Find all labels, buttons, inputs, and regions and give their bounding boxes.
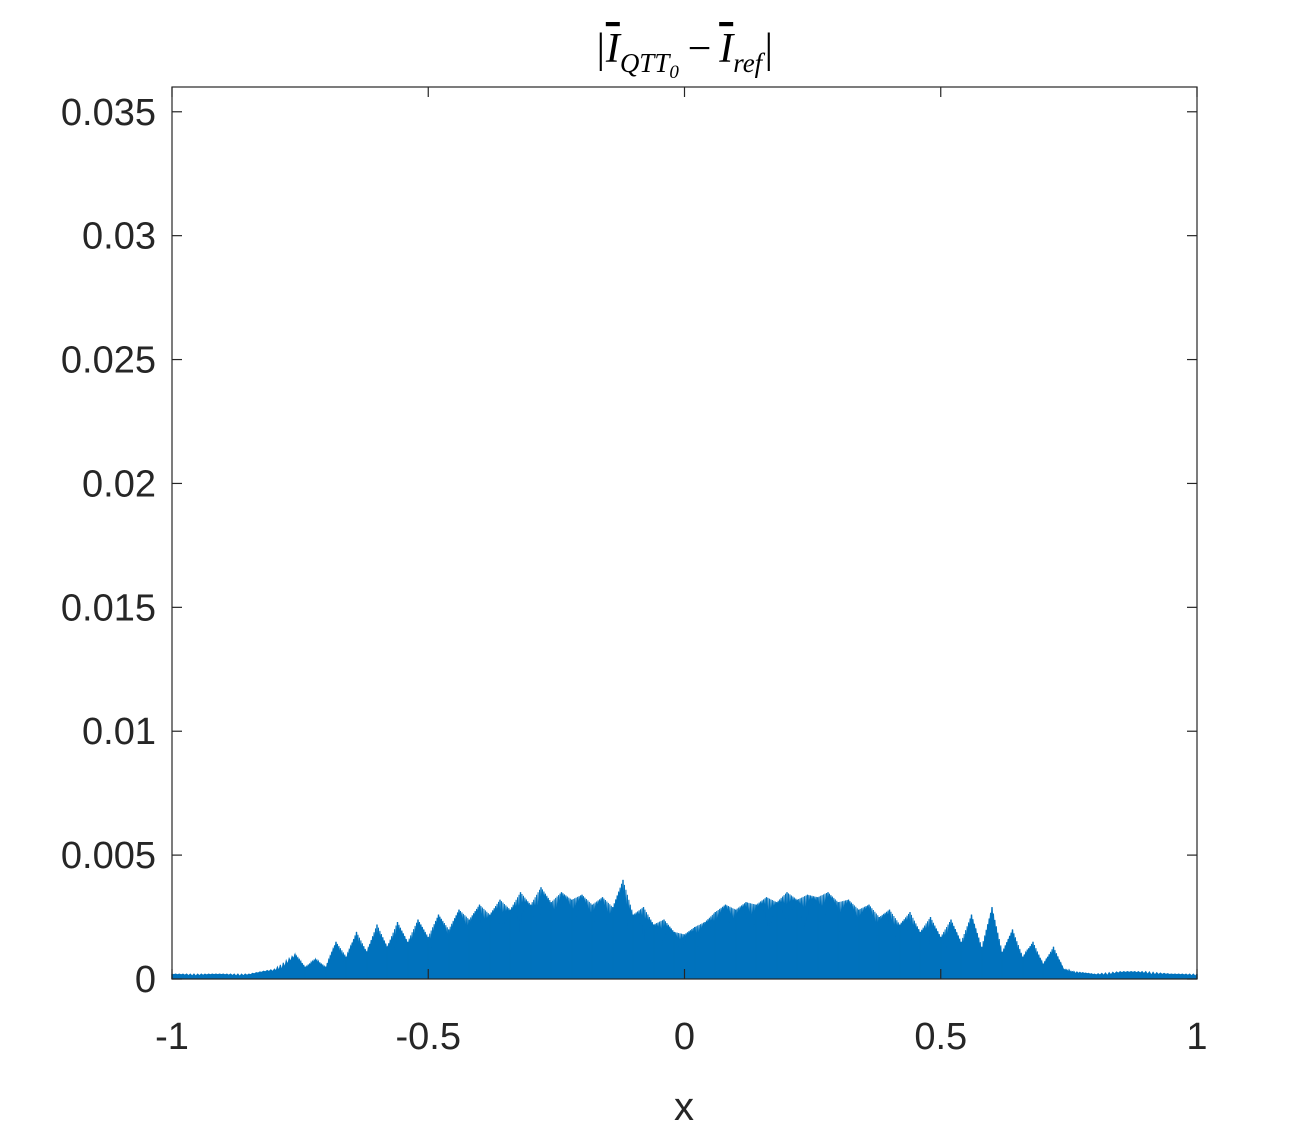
y-tick-label: 0.025 (61, 340, 156, 382)
y-tick-label: 0.03 (82, 216, 156, 258)
chart-title: |IQTT0− Iref| (594, 26, 773, 83)
y-tick-label: 0 (135, 959, 156, 1001)
plot-background (172, 87, 1197, 979)
y-axis-ticks: 0 0.005 0.01 0.015 0.02 0.025 0.03 0.035 (61, 92, 1197, 1001)
x-axis-label: x (674, 1085, 694, 1129)
title-term2-symbol: I (718, 26, 735, 72)
y-tick-label: 0.02 (82, 463, 156, 505)
x-tick-label: -1 (155, 1016, 189, 1058)
title-term1-symbol: I (605, 26, 622, 72)
plot-area (171, 86, 1198, 980)
y-tick-label: 0.035 (61, 92, 156, 134)
x-tick-label: 1 (1186, 1016, 1207, 1058)
x-tick-label: 0 (674, 1016, 695, 1058)
x-tick-label: 0.5 (914, 1016, 967, 1058)
y-tick-label: 0.005 (61, 835, 156, 877)
y-tick-label: 0.01 (82, 711, 156, 753)
y-tick-label: 0.015 (61, 587, 156, 629)
x-tick-label: -0.5 (396, 1016, 461, 1058)
x-axis-ticks: -1 -0.5 0 0.5 1 (155, 87, 1208, 1058)
